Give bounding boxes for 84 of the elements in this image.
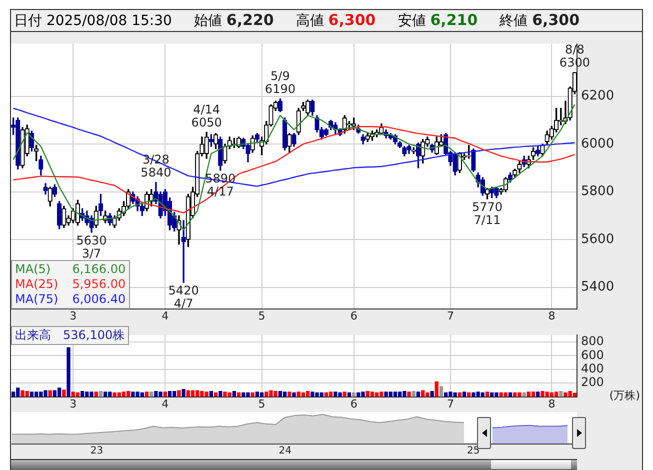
x-tick-label: 3 (70, 309, 77, 322)
bar (232, 390, 236, 397)
text: 日付 2025/08/08 15:30 (14, 12, 172, 30)
bar (536, 392, 540, 397)
text: 始値 6,220 (194, 11, 274, 29)
x-tick-label: 6 (350, 309, 358, 322)
bar (462, 392, 466, 397)
candlestick (181, 220, 186, 283)
annotation: 5/9 6190 (264, 68, 296, 96)
bar (278, 390, 282, 397)
annotation: 5630 3/7 (76, 234, 107, 261)
bar (292, 392, 296, 397)
bar (430, 390, 434, 397)
bar (526, 392, 531, 397)
bar (182, 388, 186, 397)
annotation: 5420 4/7 (168, 284, 199, 311)
y-tick-label: 400 (581, 362, 604, 376)
bar (218, 390, 222, 397)
bar (342, 392, 346, 397)
x-tick-label: 25 (467, 446, 480, 457)
bar (94, 392, 98, 397)
bar (11, 392, 16, 397)
bar (416, 392, 420, 397)
y-tick-label: 6000 (581, 136, 614, 152)
bar (122, 392, 126, 397)
bar (34, 392, 38, 397)
x-tick-label: 24 (278, 446, 292, 457)
x-tick-label: 5 (258, 309, 266, 322)
chart-title: 出来高 536,100株 (11, 326, 129, 345)
text: 終値 6,300 (500, 11, 580, 29)
y-tick-label: 6200 (581, 88, 614, 104)
bar (66, 347, 70, 397)
x-tick-label: 7 (446, 397, 454, 410)
bar (434, 381, 438, 397)
x-tick-label: 5 (258, 397, 266, 410)
annotation: 5,956.00 (72, 277, 126, 292)
bar (57, 388, 62, 397)
bar (163, 392, 167, 397)
annotation: 4/14 6050 (191, 102, 222, 130)
x-tick-label: 7 (446, 309, 454, 322)
bar (30, 392, 34, 397)
bar (177, 390, 181, 397)
y-tick-label: 5600 (581, 232, 614, 247)
bar (393, 392, 398, 397)
y-tick-label: 5400 (581, 280, 614, 295)
bar (144, 392, 149, 397)
x-tick-label: 3 (70, 397, 77, 410)
bar (255, 392, 260, 397)
bar (288, 392, 292, 397)
annotation: 5770 7/11 (472, 200, 503, 228)
bar (168, 390, 172, 397)
x-tick-label: 4 (162, 309, 169, 322)
annotation: 6,166.00 (72, 262, 126, 277)
bar (559, 390, 563, 397)
bar (282, 392, 287, 397)
y-axis-title: (万株) (609, 389, 640, 402)
bar (306, 390, 310, 397)
annotation: 6,006.40 (72, 292, 126, 307)
text: MA(25) (15, 277, 58, 292)
bar (328, 392, 333, 397)
y-tick-label: 800 (581, 334, 604, 348)
text: 高値 6,300 (296, 11, 376, 29)
x-tick-label: 8 (548, 397, 556, 410)
y-tick-label: 200 (581, 375, 604, 390)
bar (98, 390, 103, 397)
bar (439, 386, 444, 397)
x-tick-label: 6 (350, 397, 358, 410)
bar (150, 392, 154, 397)
bar (412, 390, 416, 397)
bar (407, 392, 411, 397)
text: MA(75) (15, 292, 58, 307)
text: 安値 6,210 (398, 11, 478, 29)
bar (554, 392, 558, 397)
y-tick-label: 5800 (581, 184, 614, 200)
x-tick-label: 4 (162, 397, 169, 410)
bar (209, 390, 213, 397)
x-tick-label: 23 (90, 446, 104, 457)
x-tick-label: 8 (548, 309, 556, 322)
bar (531, 392, 536, 397)
y-tick-label: 600 (581, 348, 604, 362)
bar (62, 390, 66, 397)
bar (370, 392, 374, 397)
bar (485, 392, 490, 397)
text: MA(5) (15, 262, 51, 277)
